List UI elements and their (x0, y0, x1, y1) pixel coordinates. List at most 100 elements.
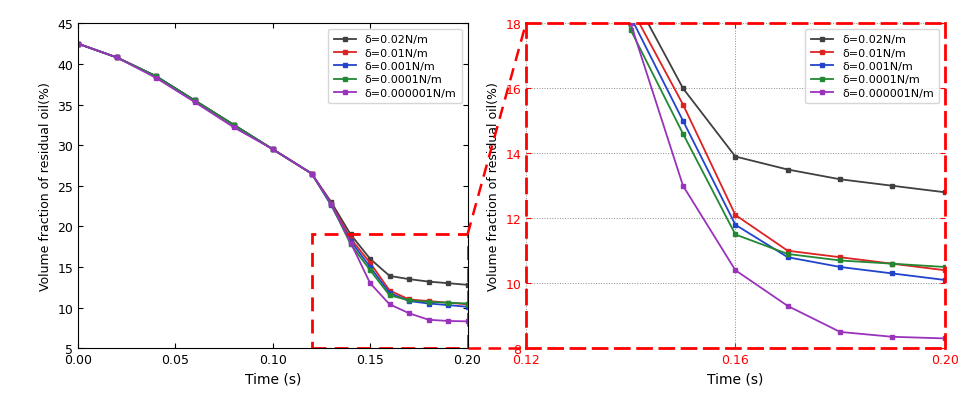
δ=0.000001N/m (72, 42, 84, 47)
δ=0.01N/m (462, 302, 473, 307)
δ=0.001N/m (150, 75, 162, 79)
δ=0.000001N/m (306, 172, 318, 177)
δ=0.02N/m (730, 155, 741, 160)
δ=0.000001N/m (189, 100, 201, 105)
δ=0.01N/m (228, 123, 240, 128)
δ=0.001N/m (442, 303, 454, 308)
δ=0.001N/m (306, 172, 318, 177)
δ=0.02N/m (189, 99, 201, 104)
δ=0.001N/m (267, 147, 279, 152)
δ=0.001N/m (72, 42, 84, 47)
δ=0.000001N/m (462, 319, 473, 324)
δ=0.001N/m (625, 15, 637, 20)
δ=0.0001N/m (886, 262, 898, 266)
δ=0.02N/m (364, 257, 376, 262)
δ=0.02N/m (939, 190, 951, 195)
X-axis label: Time (s): Time (s) (707, 372, 764, 386)
δ=0.000001N/m (782, 304, 794, 309)
X-axis label: Time (s): Time (s) (244, 372, 301, 386)
δ=0.000001N/m (423, 318, 434, 322)
δ=0.01N/m (345, 237, 356, 241)
δ=0.000001N/m (939, 336, 951, 341)
δ=0.02N/m (150, 75, 162, 79)
Line: δ=0.000001N/m: δ=0.000001N/m (76, 42, 469, 324)
δ=0.000001N/m (111, 56, 123, 61)
δ=0.02N/m (384, 274, 395, 279)
Y-axis label: Volume fraction of residual oil(%): Volume fraction of residual oil(%) (39, 82, 52, 290)
Legend: δ=0.02N/m, δ=0.01N/m, δ=0.001N/m, δ=0.0001N/m, δ=0.000001N/m: δ=0.02N/m, δ=0.01N/m, δ=0.001N/m, δ=0.00… (805, 30, 939, 104)
δ=0.02N/m (228, 123, 240, 128)
δ=0.001N/m (189, 99, 201, 104)
δ=0.001N/m (730, 223, 741, 228)
δ=0.000001N/m (886, 335, 898, 339)
δ=0.001N/m (111, 56, 123, 61)
δ=0.0001N/m (834, 258, 845, 263)
δ=0.01N/m (403, 297, 415, 302)
δ=0.0001N/m (189, 99, 201, 104)
δ=0.000001N/m (625, 22, 637, 27)
δ=0.0001N/m (625, 28, 637, 33)
δ=0.02N/m (886, 184, 898, 189)
δ=0.0001N/m (677, 132, 689, 137)
δ=0.001N/m (364, 265, 376, 270)
δ=0.000001N/m (834, 330, 845, 335)
Line: δ=0.000001N/m: δ=0.000001N/m (524, 0, 947, 341)
δ=0.001N/m (384, 291, 395, 296)
Bar (312, 235, 468, 348)
δ=0.01N/m (111, 56, 123, 61)
δ=0.0001N/m (462, 301, 473, 306)
δ=0.02N/m (834, 177, 845, 182)
δ=0.0001N/m (939, 265, 951, 270)
Legend: δ=0.02N/m, δ=0.01N/m, δ=0.001N/m, δ=0.0001N/m, δ=0.000001N/m: δ=0.02N/m, δ=0.01N/m, δ=0.001N/m, δ=0.00… (328, 30, 462, 104)
Line: δ=0.02N/m: δ=0.02N/m (524, 0, 947, 195)
δ=0.000001N/m (345, 241, 356, 245)
δ=0.0001N/m (782, 252, 794, 257)
δ=0.02N/m (403, 277, 415, 282)
δ=0.01N/m (625, 6, 637, 11)
δ=0.000001N/m (228, 126, 240, 130)
δ=0.000001N/m (267, 147, 279, 152)
δ=0.000001N/m (150, 76, 162, 81)
δ=0.000001N/m (364, 281, 376, 286)
δ=0.0001N/m (111, 56, 123, 61)
Line: δ=0.0001N/m: δ=0.0001N/m (524, 0, 947, 270)
δ=0.0001N/m (325, 202, 337, 207)
Line: δ=0.01N/m: δ=0.01N/m (524, 0, 947, 273)
δ=0.02N/m (325, 200, 337, 205)
Line: δ=0.02N/m: δ=0.02N/m (76, 42, 469, 288)
δ=0.02N/m (442, 281, 454, 286)
δ=0.0001N/m (364, 268, 376, 273)
δ=0.01N/m (364, 261, 376, 266)
δ=0.0001N/m (384, 293, 395, 298)
δ=0.01N/m (306, 172, 318, 177)
δ=0.001N/m (462, 305, 473, 309)
δ=0.01N/m (150, 75, 162, 79)
δ=0.0001N/m (403, 298, 415, 303)
δ=0.01N/m (730, 213, 741, 218)
δ=0.02N/m (111, 56, 123, 61)
δ=0.01N/m (677, 103, 689, 108)
δ=0.0001N/m (730, 232, 741, 237)
δ=0.01N/m (782, 249, 794, 254)
δ=0.02N/m (677, 87, 689, 92)
δ=0.0001N/m (345, 242, 356, 247)
δ=0.02N/m (306, 172, 318, 177)
δ=0.01N/m (189, 99, 201, 104)
δ=0.02N/m (72, 42, 84, 47)
δ=0.02N/m (782, 168, 794, 173)
δ=0.01N/m (384, 288, 395, 293)
δ=0.001N/m (423, 301, 434, 306)
δ=0.001N/m (403, 299, 415, 304)
δ=0.000001N/m (442, 319, 454, 324)
δ=0.01N/m (423, 299, 434, 304)
δ=0.02N/m (423, 279, 434, 284)
δ=0.01N/m (834, 255, 845, 260)
δ=0.001N/m (886, 271, 898, 276)
δ=0.0001N/m (442, 301, 454, 305)
Line: δ=0.001N/m: δ=0.001N/m (76, 42, 469, 309)
δ=0.001N/m (325, 203, 337, 208)
δ=0.01N/m (886, 262, 898, 266)
δ=0.001N/m (939, 278, 951, 283)
δ=0.02N/m (267, 147, 279, 152)
δ=0.01N/m (72, 42, 84, 47)
